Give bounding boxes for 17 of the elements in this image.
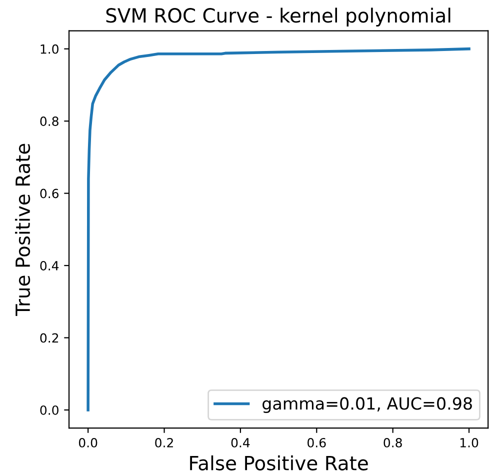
y-tick-label: 0.8 <box>40 116 58 126</box>
y-tick-label: 0.0 <box>40 405 58 415</box>
x-tick-label: 0.4 <box>231 438 250 448</box>
y-tick-label: 0.2 <box>40 333 58 343</box>
x-tick-label: 0.2 <box>155 438 173 448</box>
y-tick-label: 0.4 <box>40 261 59 270</box>
x-tick-label: 0.0 <box>78 438 98 448</box>
x-axis-title: False Positive Rate <box>190 455 368 470</box>
y-tick-label: 1.0 <box>40 44 58 54</box>
line-series <box>86 47 470 412</box>
x-tick-label: 1.0 <box>460 438 478 448</box>
chart-title: SVM ROC Curve - kernel polynomial <box>106 8 450 27</box>
legend-label: gamma=0.01, AUC=0.98 <box>262 397 472 414</box>
x-tick-label: 0.6 <box>308 438 326 448</box>
y-tick-label: 0.6 <box>40 188 59 198</box>
x-tick-label: 0.8 <box>384 438 402 448</box>
y-axis-title: True Positive Rate <box>15 144 30 316</box>
